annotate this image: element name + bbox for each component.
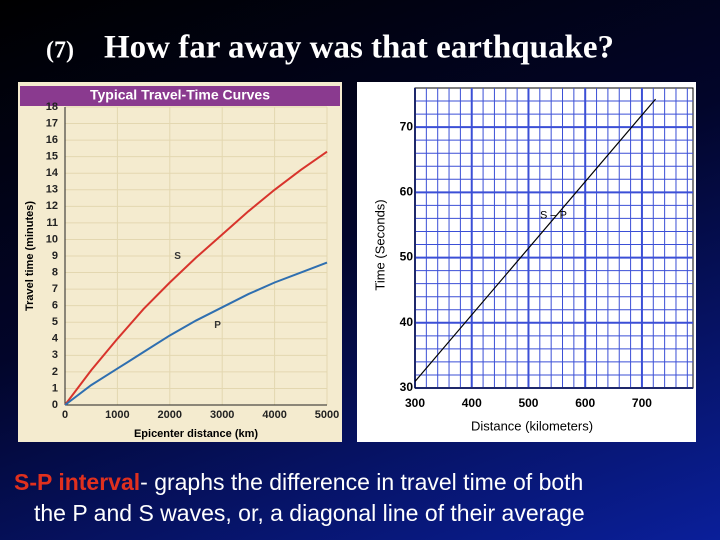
x-tick-label: 3000 xyxy=(210,409,234,421)
caption-text: - graphs the difference in travel time o… xyxy=(140,469,583,495)
y-axis-label: Time (Seconds) xyxy=(372,199,387,290)
y-tick-label: 12 xyxy=(46,200,58,212)
x-tick-label: 2000 xyxy=(158,409,182,421)
y-tick-label: 5 xyxy=(52,316,58,328)
y-axis-label: Travel time (minutes) xyxy=(24,201,36,311)
y-tick-label: 40 xyxy=(400,315,414,329)
y-tick-label: 50 xyxy=(400,250,414,264)
x-axis-label: Epicenter distance (km) xyxy=(134,428,258,440)
caption-line: the P and S waves, or, a diagonal line o… xyxy=(34,500,585,526)
y-tick-label: 2 xyxy=(52,366,58,378)
x-tick-label: 400 xyxy=(462,396,482,410)
x-tick-label: 4000 xyxy=(262,409,286,421)
x-tick-label: 600 xyxy=(575,396,595,410)
x-axis-label: Distance (kilometers) xyxy=(471,418,593,433)
y-tick-label: 6 xyxy=(52,300,58,312)
y-tick-label: 1 xyxy=(52,382,58,394)
chart-panel xyxy=(18,82,342,442)
x-tick-label: 500 xyxy=(518,396,538,410)
y-tick-label: 16 xyxy=(46,134,58,146)
y-tick-label: 7 xyxy=(52,283,58,295)
y-tick-label: 0 xyxy=(52,399,58,411)
y-tick-label: 17 xyxy=(46,117,58,129)
y-tick-label: 60 xyxy=(400,185,414,199)
caption-highlight: S-P interval xyxy=(14,469,140,495)
x-tick-label: 0 xyxy=(62,409,68,421)
x-tick-label: 1000 xyxy=(105,409,129,421)
y-tick-label: 11 xyxy=(46,217,58,229)
series-label: S xyxy=(174,251,181,262)
y-tick-label: 10 xyxy=(46,233,58,245)
chart-header xyxy=(20,86,340,106)
y-tick-label: 8 xyxy=(52,266,58,278)
chart-title: Typical Travel-Time Curves xyxy=(90,87,270,103)
series-line xyxy=(64,261,328,406)
series-label: S – P xyxy=(540,209,567,221)
y-tick-label: 18 xyxy=(46,101,58,113)
x-tick-label: 300 xyxy=(405,396,425,410)
caption-line: S-P interval- graphs the difference in t… xyxy=(14,469,583,495)
series-label: P xyxy=(214,320,221,331)
slide-number: (7) xyxy=(46,38,74,64)
y-tick-label: 4 xyxy=(52,333,59,345)
series-line xyxy=(414,98,657,382)
series-line xyxy=(64,150,328,406)
y-tick-label: 9 xyxy=(52,250,58,262)
y-tick-label: 13 xyxy=(46,184,58,196)
y-tick-label: 30 xyxy=(400,380,414,394)
chart-panel xyxy=(357,82,696,442)
y-tick-label: 3 xyxy=(52,349,58,361)
y-tick-label: 14 xyxy=(46,167,59,179)
slide-title: How far away was that earthquake? xyxy=(104,30,614,66)
y-tick-label: 70 xyxy=(400,119,414,133)
y-tick-label: 15 xyxy=(46,151,58,163)
chart: 30 40 50 60 70 300 400 500 600 700 Time (Seconds) D… xyxy=(372,87,694,433)
x-tick-label: 700 xyxy=(632,396,652,410)
x-tick-label: 5000 xyxy=(315,409,339,421)
